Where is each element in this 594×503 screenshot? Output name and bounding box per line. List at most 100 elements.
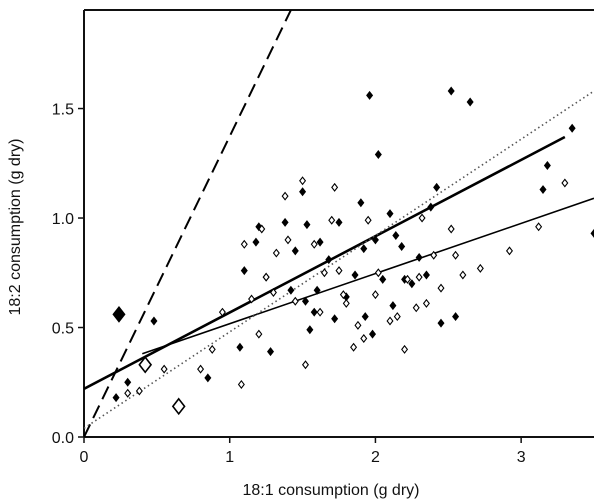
data-point-filled	[540, 186, 546, 193]
trend-line-dotted	[84, 91, 594, 428]
data-point-filled	[282, 219, 288, 226]
data-point-filled	[361, 245, 367, 252]
data-point-open	[448, 225, 454, 232]
data-point-filled	[300, 188, 306, 195]
x-axis-title: 18:1 consumption (g dry)	[243, 482, 420, 499]
data-point-filled	[125, 379, 131, 386]
data-point-filled	[438, 320, 444, 327]
data-point-filled	[151, 317, 157, 324]
data-point-filled	[409, 280, 415, 287]
data-point-open	[424, 300, 430, 307]
data-point-filled	[288, 287, 294, 294]
data-point-open	[332, 184, 338, 191]
data-point-open	[361, 335, 367, 342]
data-point-open	[209, 346, 215, 353]
data-point-open	[413, 304, 419, 311]
data-point-open	[351, 344, 357, 351]
data-point-filled	[362, 313, 368, 320]
data-point-filled	[376, 151, 382, 158]
data-point-filled	[367, 92, 373, 99]
data-point-filled	[453, 313, 459, 320]
data-point-open	[343, 300, 349, 307]
data-point-filled	[370, 330, 376, 337]
data-point-open	[292, 298, 298, 305]
data-point-open	[387, 317, 393, 324]
data-point-open	[241, 241, 247, 248]
data-point-filled	[358, 199, 364, 206]
data-point-open	[438, 284, 444, 291]
data-point-filled	[317, 239, 323, 246]
data-point-filled	[292, 247, 298, 254]
data-points	[113, 87, 594, 413]
x-tick-label: 3	[517, 449, 526, 466]
data-point-filled	[304, 221, 310, 228]
data-point-open	[460, 271, 466, 278]
data-point-open	[322, 269, 328, 276]
data-point-filled	[311, 309, 317, 316]
y-tick-label: 0.5	[52, 321, 74, 338]
data-point-open	[282, 193, 288, 200]
data-point-filled	[336, 219, 342, 226]
data-point-open	[373, 291, 379, 298]
data-point-filled	[113, 394, 119, 401]
data-point-open	[256, 330, 262, 337]
data-point-open	[453, 252, 459, 259]
data-point-filled	[387, 210, 393, 217]
data-point-open	[365, 217, 371, 224]
y-tick-label: 0.0	[52, 430, 74, 447]
data-point-filled	[545, 162, 551, 169]
data-point-open	[311, 241, 317, 248]
data-point-filled	[352, 271, 358, 278]
x-tick-label: 2	[371, 449, 380, 466]
data-point-filled	[380, 276, 386, 283]
data-point-open	[416, 274, 422, 281]
data-point-open	[336, 267, 342, 274]
data-point-filled	[205, 374, 211, 381]
data-point-open	[285, 236, 291, 243]
data-point-open	[355, 322, 361, 329]
data-point-filled	[390, 302, 396, 309]
data-point-filled	[253, 239, 259, 246]
x-tick-label: 0	[80, 449, 89, 466]
data-point-open	[300, 177, 306, 184]
data-point-open	[376, 269, 382, 276]
data-point-filled	[268, 348, 274, 355]
data-point-large-filled	[113, 307, 125, 322]
data-point-open	[394, 313, 400, 320]
data-point-open	[317, 309, 323, 316]
data-point-open	[536, 223, 542, 230]
data-point-open	[303, 361, 309, 368]
data-point-open	[507, 247, 513, 254]
data-point-large-open	[173, 399, 185, 414]
data-point-filled	[307, 326, 313, 333]
data-point-filled	[332, 315, 338, 322]
data-point-filled	[467, 98, 473, 105]
trend-line-thick-solid	[84, 137, 565, 389]
data-point-filled	[424, 271, 430, 278]
y-tick-label: 1.0	[52, 211, 74, 228]
data-point-filled	[399, 243, 405, 250]
x-tick-label: 1	[225, 449, 234, 466]
data-point-filled	[569, 125, 575, 132]
data-point-open	[329, 217, 335, 224]
data-point-open	[419, 214, 425, 221]
data-point-open	[239, 381, 245, 388]
axis-ticks: 0 1 2 3 0.0 0.5 1.0 1.5	[52, 102, 526, 466]
y-tick-label: 1.5	[52, 102, 74, 119]
data-point-open	[161, 366, 167, 373]
data-point-filled	[237, 344, 243, 351]
data-point-open	[198, 366, 204, 373]
data-point-open	[125, 390, 131, 397]
data-point-filled	[393, 232, 399, 239]
data-point-open	[274, 249, 280, 256]
data-point-open	[478, 265, 484, 272]
data-point-filled	[434, 184, 440, 191]
data-point-filled	[241, 267, 247, 274]
data-point-open	[562, 179, 568, 186]
data-point-open	[263, 274, 269, 281]
data-point-open	[402, 346, 408, 353]
y-axis-title: 18:2 consumption (g dry)	[7, 139, 24, 316]
data-point-filled	[448, 87, 454, 94]
